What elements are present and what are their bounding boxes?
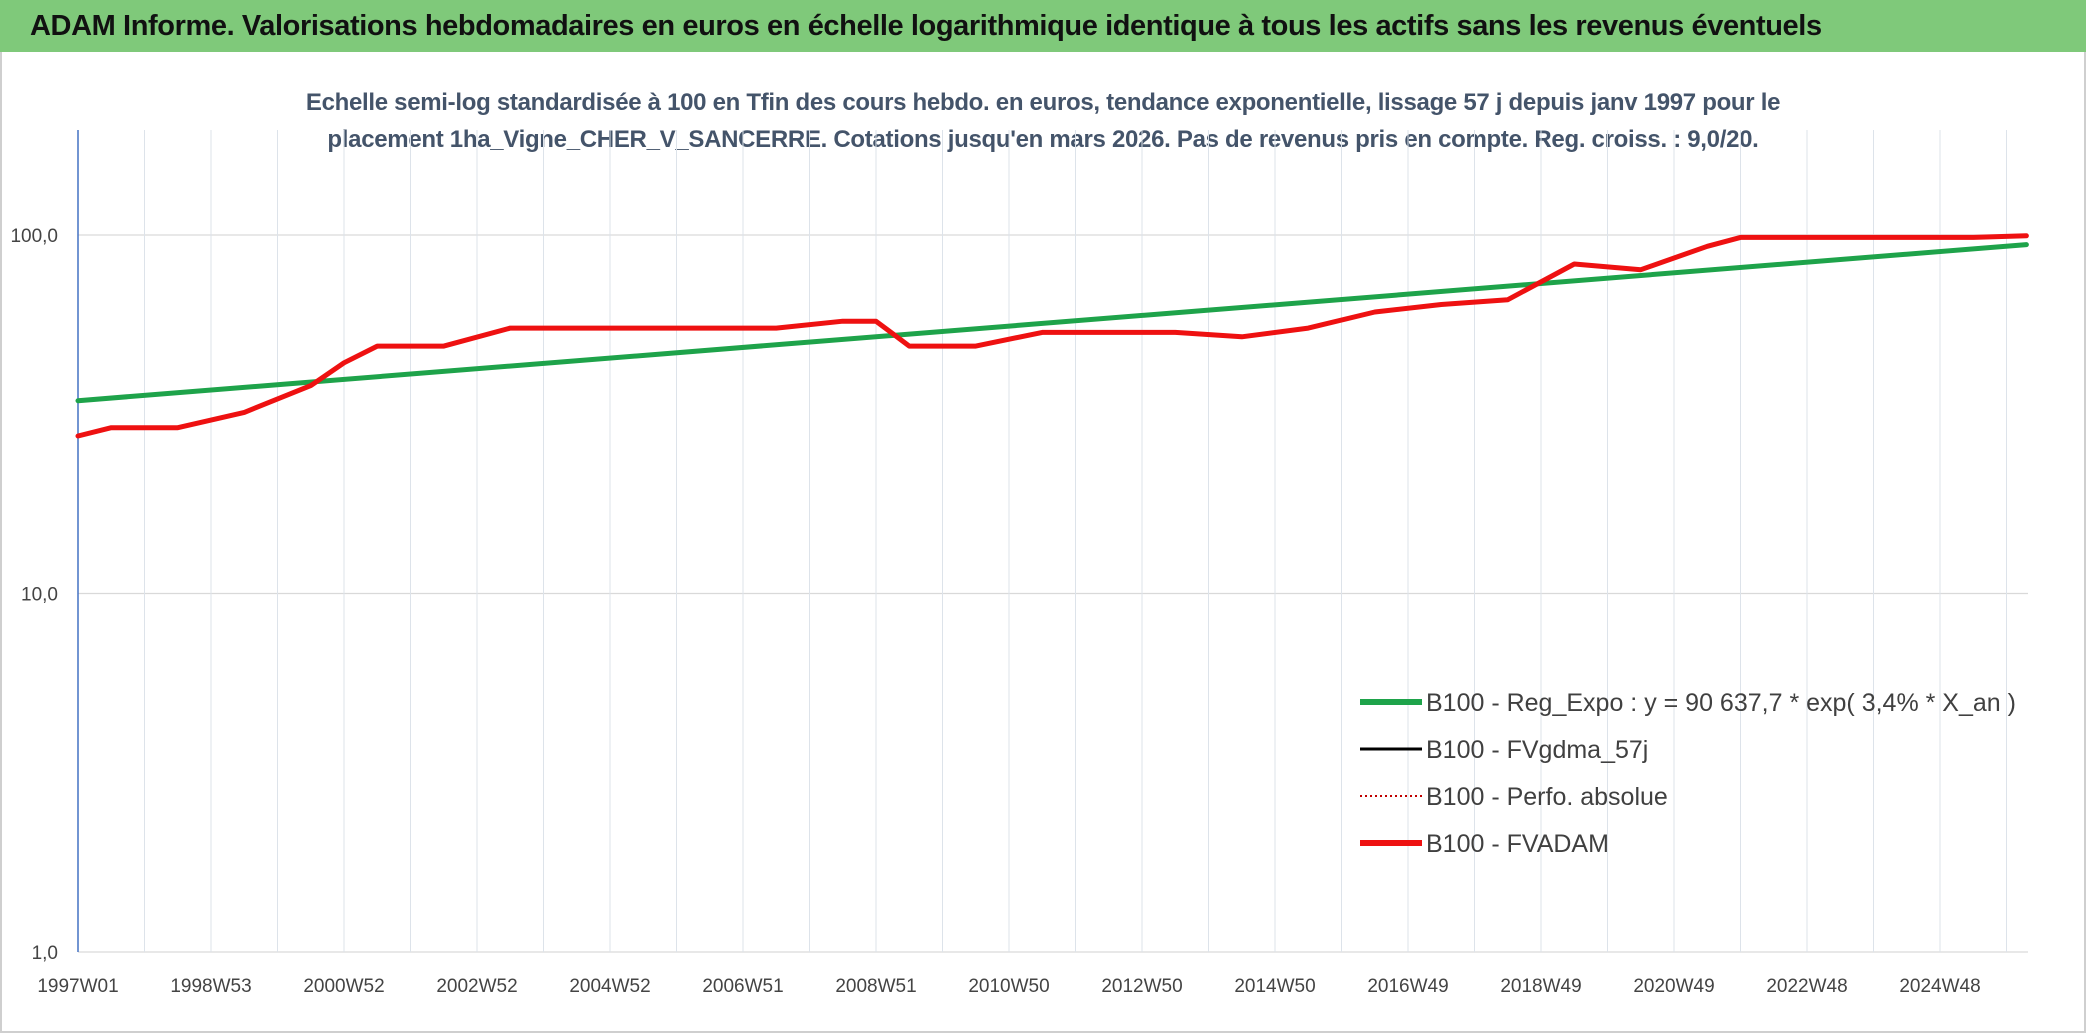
x-tick-label: 2010W50 [968,976,1049,997]
legend-label-0: B100 - Reg_Expo : y = 90 637,7 * exp( 3,… [1426,689,2016,717]
x-tick-label: 2014W50 [1234,976,1315,997]
chart-area [0,52,2086,1033]
chart-legend: B100 - Reg_Expo : y = 90 637,7 * exp( 3,… [1360,689,2016,858]
x-tick-label: 2020W49 [1633,976,1714,997]
report-header: ADAM Informe. Valorisations hebdomadaire… [0,0,2086,52]
report-title: ADAM Informe. Valorisations hebdomadaire… [30,9,1822,42]
x-tick-label: 2004W52 [569,976,650,997]
y-tick-label: 1,0 [32,943,58,964]
chart-series [75,233,2029,439]
chart-grid [77,130,2028,953]
x-tick-label: 2002W52 [436,976,517,997]
x-tick-label: 2022W48 [1766,976,1847,997]
x-tick-label: 1998W53 [170,976,251,997]
x-tick-label: 2006W51 [702,976,783,997]
x-tick-label: 2008W51 [835,976,916,997]
x-tick-label: 2018W49 [1500,976,1581,997]
x-tick-label: 2016W49 [1367,976,1448,997]
x-tick-label: 2024W48 [1899,976,1980,997]
chart-title-line-1: Echelle semi-log standardisée à 100 en T… [305,89,1781,116]
x-tick-label: 1997W01 [37,976,118,997]
series-line-3 [75,233,2029,439]
x-tick-label: 2000W52 [303,976,384,997]
x-tick-label: 2012W50 [1101,976,1182,997]
y-tick-label: 10,0 [21,585,58,606]
legend-label-1: B100 - FVgdma_57j [1426,736,1648,764]
chart-title: Echelle semi-log standardisée à 100 en T… [160,84,1926,158]
series-line-0 [75,242,2029,404]
y-tick-label: 100,0 [10,226,58,247]
legend-label-2: B100 - Perfo. absolue [1426,783,1668,811]
legend-label-3: B100 - FVADAM [1426,830,1609,858]
chart-axes: 1,0 10,0 100,0 1997W01 1998W53 2000W52 2002W52… [10,130,1981,997]
chart-title-line-2: placement 1ha_Vigne_CHER_V_SANCERRE. Cot… [327,126,1759,153]
